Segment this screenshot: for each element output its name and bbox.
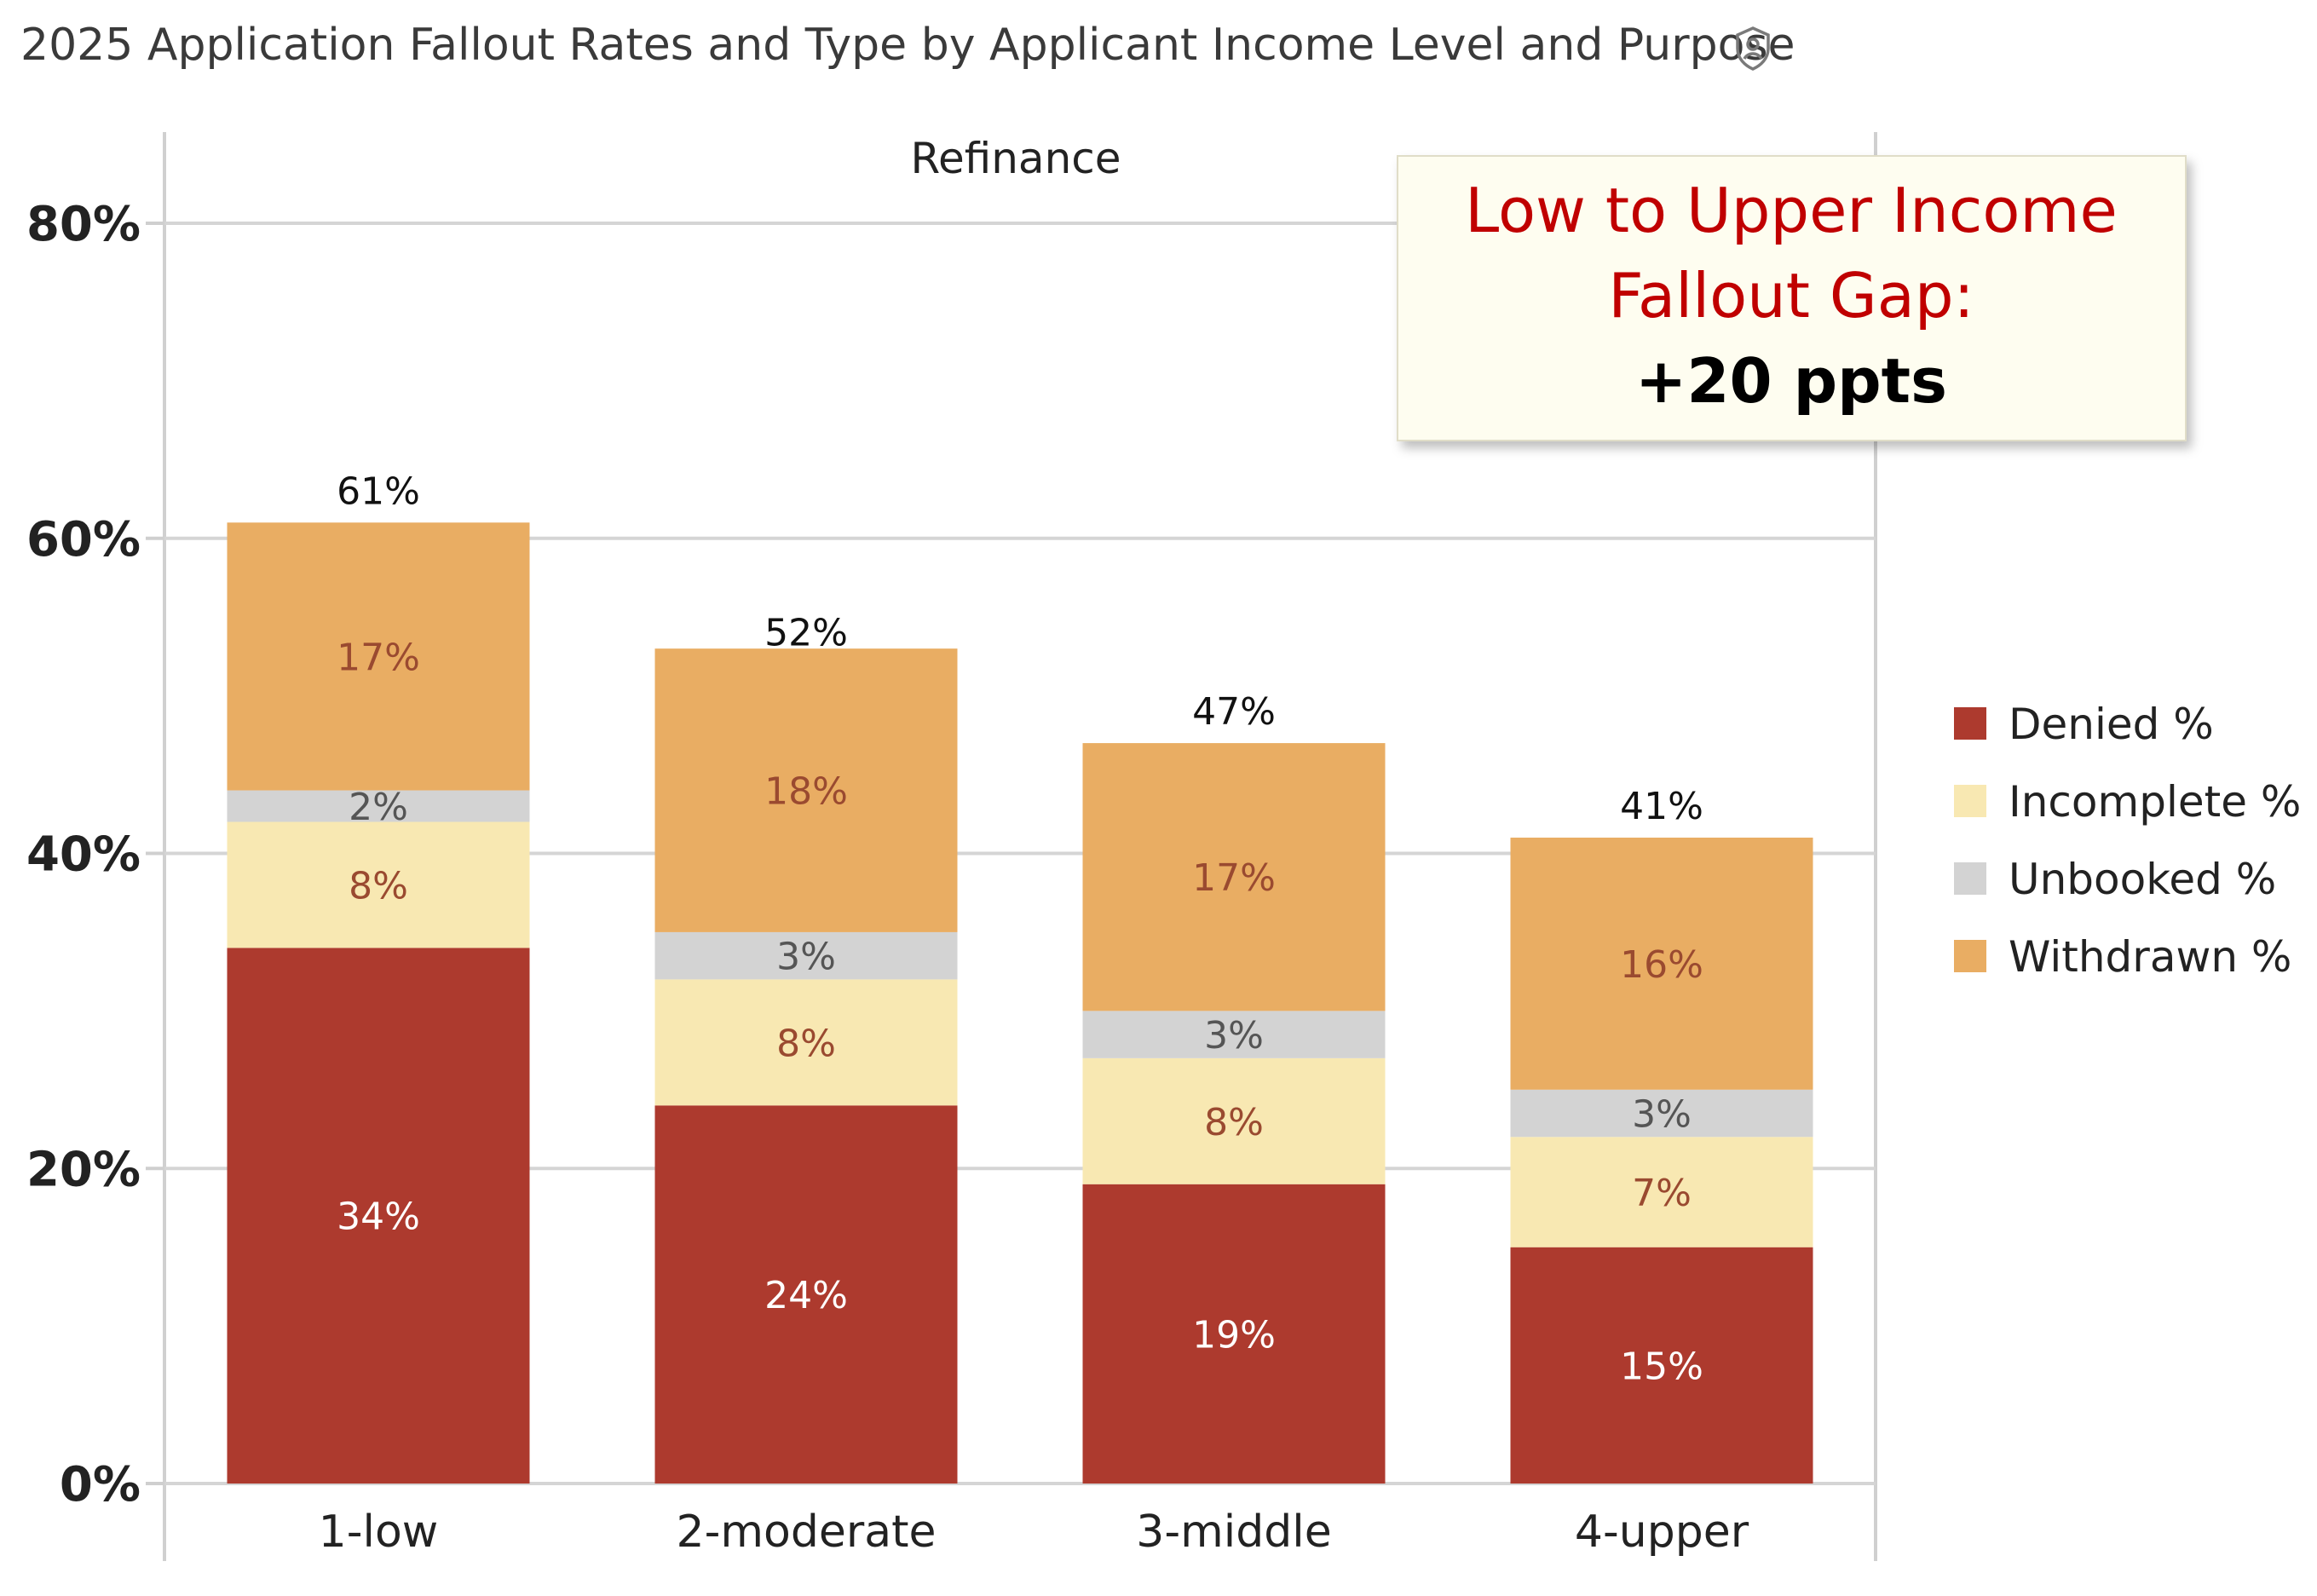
segment-label: 18% bbox=[764, 770, 848, 814]
x-tick-label: 2-moderate bbox=[677, 1507, 937, 1558]
x-tick-label: 4-upper bbox=[1575, 1507, 1749, 1558]
legend-swatch bbox=[1954, 785, 1986, 817]
bar-segment-incomplete bbox=[1082, 1057, 1386, 1184]
segment-label: 16% bbox=[1620, 943, 1703, 987]
bar-stack-1-low: 34% 8% 2% 17% 61% bbox=[227, 470, 530, 1484]
bars: 34%8%2%17%61%24%8%3%18%52%19%8%3%17%47%1… bbox=[227, 470, 1813, 1484]
legend-label: Incomplete % bbox=[2009, 777, 2301, 827]
y-tick-label: 0% bbox=[60, 1457, 141, 1512]
y-tick-label: 20% bbox=[26, 1142, 141, 1197]
chart-title: 2025 Application Fallout Rates and Type … bbox=[20, 20, 1795, 71]
gap-callout: Low to Upper Income Fallout Gap: +20 ppt… bbox=[1397, 155, 2187, 441]
segment-label: 19% bbox=[1192, 1313, 1276, 1357]
legend-label: Withdrawn % bbox=[2009, 932, 2291, 982]
segment-label: 8% bbox=[776, 1022, 836, 1065]
bar-segment-denied bbox=[1510, 1247, 1813, 1484]
total-label: 61% bbox=[337, 470, 420, 513]
bar-segment-withdrawn bbox=[1510, 838, 1813, 1090]
callout-line1: Low to Upper Income bbox=[1465, 175, 2118, 246]
shield-person-icon bbox=[1736, 26, 1770, 71]
bar-segment-withdrawn bbox=[227, 522, 530, 791]
bar-stack-2-moderate: 24% 8% 3% 18% 52% bbox=[654, 612, 958, 1484]
segment-label: 8% bbox=[1204, 1101, 1264, 1144]
bar-segment-incomplete bbox=[654, 979, 958, 1106]
bar-stack-3-middle: 19% 8% 3% 17% 47% bbox=[1082, 690, 1386, 1484]
legend-label: Denied % bbox=[2009, 700, 2214, 749]
bar-segment-withdrawn bbox=[1082, 743, 1386, 1011]
bar-stack-4-upper: 15% 7% 3% 16% 41% bbox=[1510, 785, 1813, 1484]
x-tick-label: 1-low bbox=[319, 1507, 439, 1558]
callout-line3: +20 ppts bbox=[1635, 345, 1947, 417]
segment-label: 3% bbox=[776, 936, 836, 979]
bar-segment-withdrawn bbox=[654, 648, 958, 932]
y-tick-label: 40% bbox=[26, 827, 141, 883]
bar-segment-unbooked bbox=[654, 931, 958, 980]
bar-segment-incomplete bbox=[1510, 1137, 1813, 1247]
segment-label: 3% bbox=[1204, 1014, 1264, 1057]
legend-swatch bbox=[1954, 707, 1986, 740]
y-axis-ticks: 0% 20% 40% 60% 80% bbox=[26, 197, 164, 1512]
bar-segment-denied bbox=[654, 1105, 958, 1484]
bar-segment-incomplete bbox=[227, 821, 530, 948]
total-label: 41% bbox=[1620, 785, 1703, 828]
segment-label: 34% bbox=[337, 1196, 420, 1239]
y-tick-label: 60% bbox=[26, 512, 141, 568]
bar-segment-unbooked bbox=[1082, 1011, 1386, 1058]
segment-label: 24% bbox=[764, 1274, 848, 1317]
y-tick-label: 80% bbox=[26, 197, 141, 252]
legend-swatch bbox=[1954, 940, 1986, 972]
x-tick-label: 3-middle bbox=[1136, 1507, 1331, 1558]
bar-segment-denied bbox=[227, 948, 530, 1484]
segment-label: 2% bbox=[349, 786, 408, 829]
segment-label: 15% bbox=[1620, 1345, 1703, 1388]
total-label: 52% bbox=[764, 612, 848, 655]
bar-segment-denied bbox=[1082, 1184, 1386, 1484]
segment-label: 7% bbox=[1632, 1172, 1692, 1215]
segment-label: 8% bbox=[349, 864, 408, 907]
total-label: 47% bbox=[1192, 690, 1276, 734]
legend-label: Unbooked % bbox=[2009, 855, 2276, 904]
bar-segment-unbooked bbox=[227, 790, 530, 822]
panel-label: Refinance bbox=[910, 134, 1121, 183]
segment-label: 17% bbox=[1192, 856, 1276, 900]
callout-box bbox=[1397, 155, 2187, 441]
x-axis-ticks: 1-low 2-moderate 3-middle 4-upper bbox=[319, 1507, 1749, 1558]
segment-label: 3% bbox=[1632, 1093, 1692, 1137]
legend: Denied % Incomplete % Unbooked % Withdrawn … bbox=[1954, 700, 2301, 982]
bar-segment-unbooked bbox=[1510, 1089, 1813, 1138]
legend-swatch bbox=[1954, 862, 1986, 895]
callout-line2: Fallout Gap: bbox=[1608, 260, 1974, 331]
segment-label: 17% bbox=[337, 636, 420, 679]
